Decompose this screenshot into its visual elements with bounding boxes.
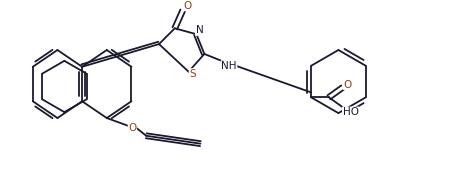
Text: NH: NH xyxy=(221,61,237,71)
Text: O: O xyxy=(128,123,136,133)
Text: O: O xyxy=(343,79,352,89)
Text: S: S xyxy=(189,69,196,79)
Text: O: O xyxy=(184,1,192,11)
Text: HO: HO xyxy=(342,107,358,117)
Text: N: N xyxy=(196,25,203,35)
